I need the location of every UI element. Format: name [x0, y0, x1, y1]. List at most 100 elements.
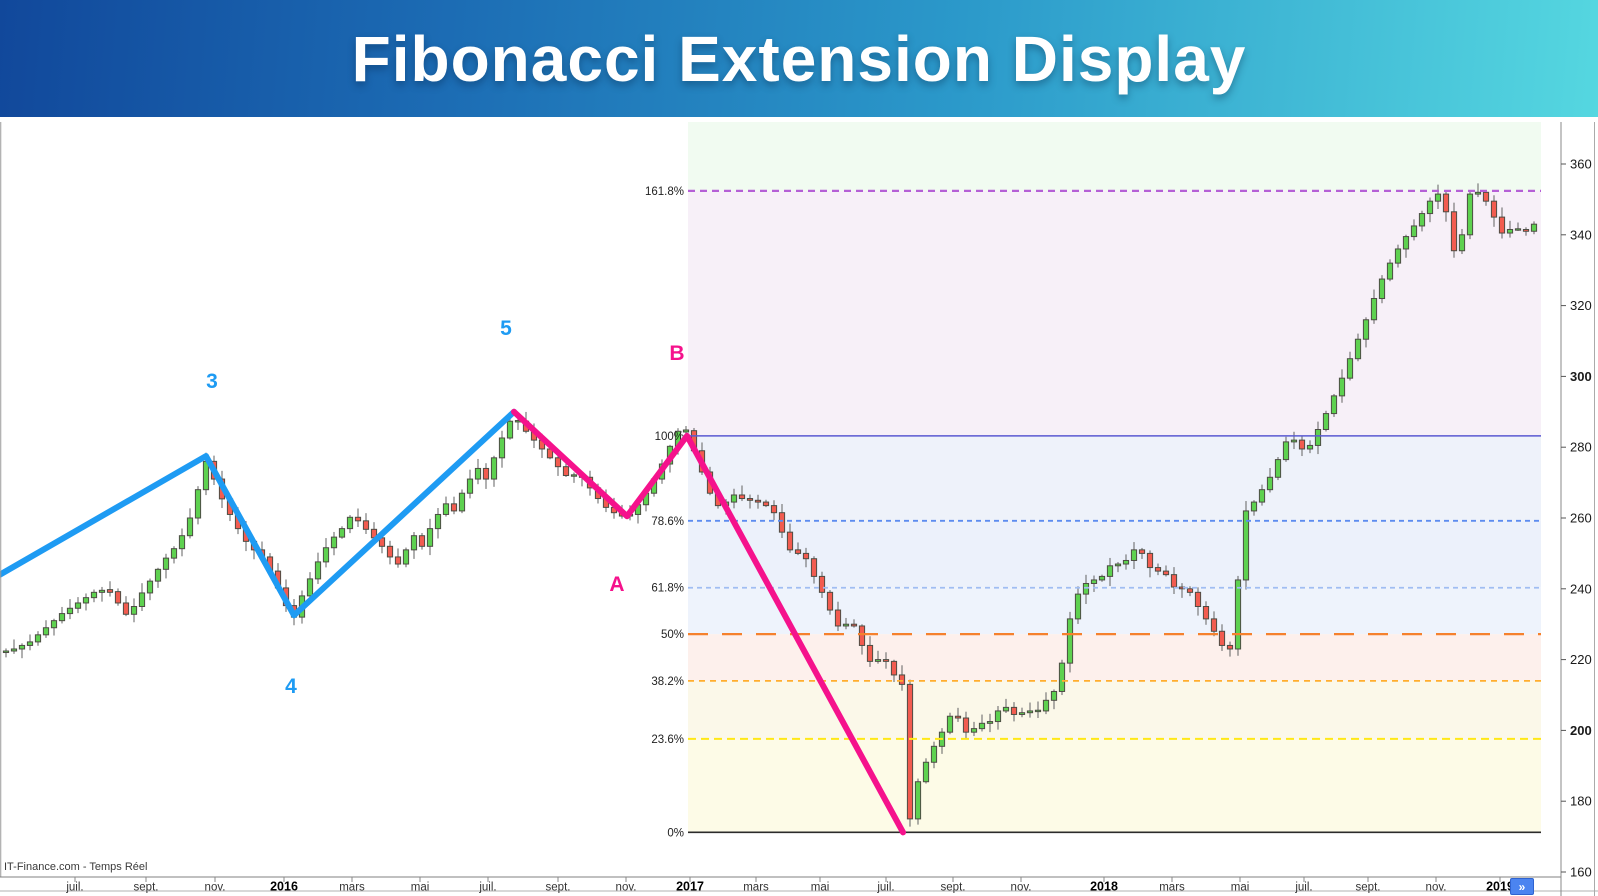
y-axis-label: 280 [1570, 440, 1592, 455]
candle-up [1066, 618, 1074, 664]
candle-up [1090, 579, 1098, 584]
candle-up [986, 721, 994, 724]
candle-up [98, 589, 106, 593]
candle-up [1002, 706, 1010, 712]
candle-up [506, 420, 514, 439]
x-axis-label: sept. [546, 882, 571, 894]
candle-up [42, 627, 50, 636]
x-axis-label: mars [743, 882, 769, 894]
candle-up [410, 535, 418, 551]
candle-up [1306, 444, 1314, 450]
candle-down [778, 512, 786, 533]
candle-down [954, 715, 962, 719]
candle-up [914, 781, 922, 820]
candle-down [386, 545, 394, 558]
y-axis-label: 180 [1570, 794, 1592, 809]
candle-up [1290, 439, 1298, 443]
candle-up [1042, 699, 1050, 712]
fib-level-label: 78.6% [651, 516, 684, 528]
candle-down [450, 503, 458, 512]
x-axis-label: 2016 [270, 880, 298, 894]
candle-up [1346, 358, 1354, 379]
scroll-right-button[interactable]: » [1510, 878, 1534, 895]
candle-up [10, 648, 18, 652]
candle-down [794, 549, 802, 554]
candle-up [874, 659, 882, 662]
candle-up [170, 548, 178, 559]
candle-up [474, 467, 482, 480]
candle-up [1266, 476, 1274, 491]
fib-region [688, 122, 1541, 191]
candle-up [1394, 248, 1402, 264]
candle-up [570, 474, 578, 477]
candle-up [178, 535, 186, 550]
candle-up [1314, 429, 1322, 446]
x-axis-label: 2019 [1486, 880, 1514, 894]
candle-up [146, 580, 154, 594]
candle-up [1426, 200, 1434, 215]
candle-up [74, 602, 82, 609]
candle-up [1242, 510, 1250, 581]
candle-up [730, 494, 738, 503]
candle-up [1122, 559, 1130, 565]
y-axis-label: 360 [1570, 157, 1592, 172]
candle-down [1450, 211, 1458, 252]
double-chevron-right-icon: » [1518, 879, 1526, 894]
candle-down [1298, 439, 1306, 450]
candle-up [338, 528, 346, 538]
title-banner: Fibonacci Extension Display [0, 0, 1598, 117]
candle-up [466, 478, 474, 494]
fib-region [688, 435, 1541, 521]
candle-up [1354, 338, 1362, 360]
candle-up [498, 437, 506, 459]
candle-up [682, 429, 690, 433]
candle-down [738, 494, 746, 500]
candle-up [1458, 234, 1466, 252]
candle-up [1338, 377, 1346, 397]
candle-down [882, 659, 890, 662]
candle-down [850, 623, 858, 627]
candle-down [754, 499, 762, 503]
x-axis-label: mai [411, 882, 430, 894]
candle-up [1074, 593, 1082, 620]
impulse-wave-line [0, 408, 517, 619]
x-axis-label: 2017 [676, 880, 704, 894]
x-axis-label: nov. [205, 882, 226, 894]
candle-down [770, 505, 778, 514]
x-axis-label: mars [1159, 882, 1185, 894]
candle-down [1218, 630, 1226, 646]
candle-down [482, 467, 490, 480]
candle-down [562, 466, 570, 477]
candle-down [1138, 549, 1146, 554]
candle-up [930, 745, 938, 763]
fib-region [688, 634, 1541, 681]
candle-up [202, 460, 210, 491]
candle-down [1170, 574, 1178, 588]
fib-region [688, 738, 1541, 833]
candle-up [1234, 579, 1242, 650]
candle-down [890, 660, 898, 676]
x-axis-label: nov. [1426, 882, 1447, 894]
candle-up [306, 578, 314, 597]
candle-up [1258, 489, 1266, 503]
candle-down [810, 558, 818, 577]
candle-down [554, 457, 562, 468]
x-axis-label: nov. [1011, 882, 1032, 894]
candle-up [1082, 582, 1090, 595]
wave-label-3: 3 [206, 370, 218, 393]
y-axis-label: 340 [1570, 227, 1592, 242]
fib-region [688, 680, 1541, 739]
candle-up [1106, 565, 1114, 577]
candle-up [346, 516, 354, 530]
candle-up [50, 620, 58, 629]
candle-down [826, 591, 834, 611]
y-axis-label: 220 [1570, 652, 1592, 667]
x-axis-label: juil. [876, 882, 894, 894]
y-axis-label: 200 [1570, 723, 1592, 738]
fib-region [688, 587, 1541, 635]
candle-down [394, 556, 402, 565]
candle-down [962, 717, 970, 733]
candle-up [162, 557, 170, 570]
candle-down [1146, 552, 1154, 569]
y-axis-label: 240 [1570, 581, 1592, 596]
